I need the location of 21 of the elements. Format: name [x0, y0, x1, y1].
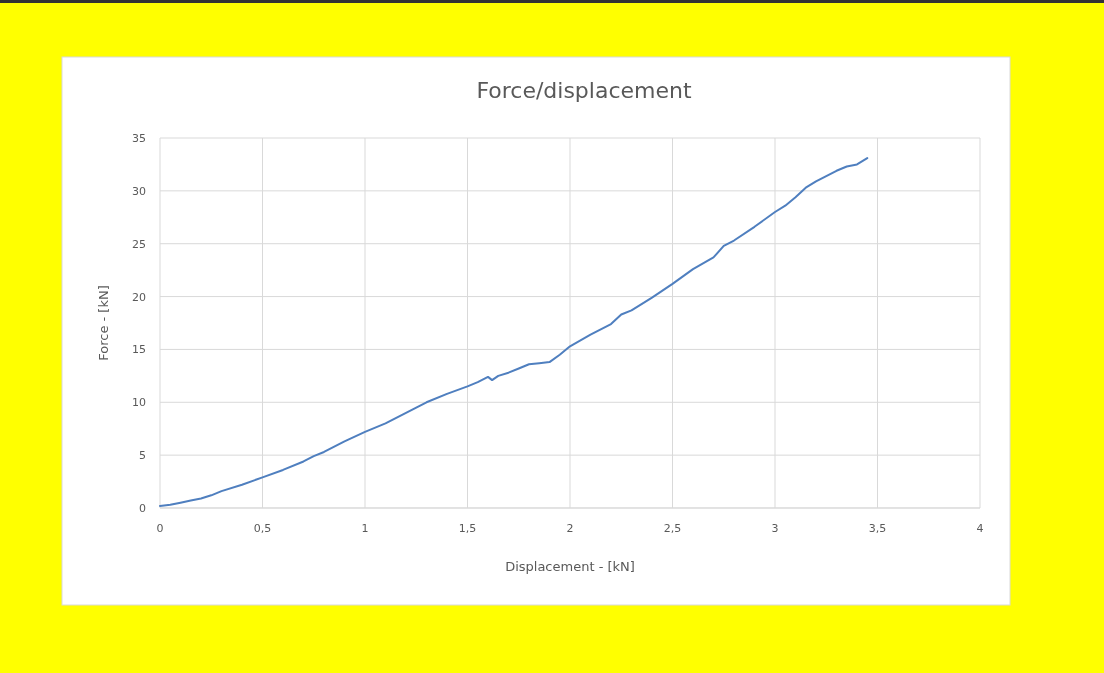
x-tick-label: 2,5	[663, 522, 682, 535]
y-tick-label: 30	[132, 184, 146, 198]
x-tick-label: 1,5	[458, 522, 477, 535]
x-tick-label: 2	[566, 522, 574, 535]
y-tick-label: 5	[139, 449, 146, 463]
x-tick-label: 0	[156, 522, 164, 535]
x-tick-label: 1	[361, 522, 369, 535]
y-tick-label: 35	[132, 132, 146, 145]
x-tick-label: 4	[976, 522, 984, 535]
chart-title: Force/displacement	[476, 78, 692, 103]
x-axis-title: Displacement - [kN]	[505, 559, 635, 574]
y-tick-label: 25	[132, 237, 146, 251]
y-tick-label: 15	[132, 343, 146, 357]
x-tick-label: 3	[771, 522, 779, 535]
y-axis-title: Force - [kN]	[96, 285, 111, 361]
y-tick-label: 20	[132, 290, 146, 304]
y-tick-label: 10	[132, 396, 146, 410]
x-tick-label: 0,5	[253, 522, 272, 535]
y-tick-label: 0	[139, 502, 146, 515]
line-series	[159, 157, 869, 507]
x-tick-label: 3,5	[868, 522, 887, 535]
